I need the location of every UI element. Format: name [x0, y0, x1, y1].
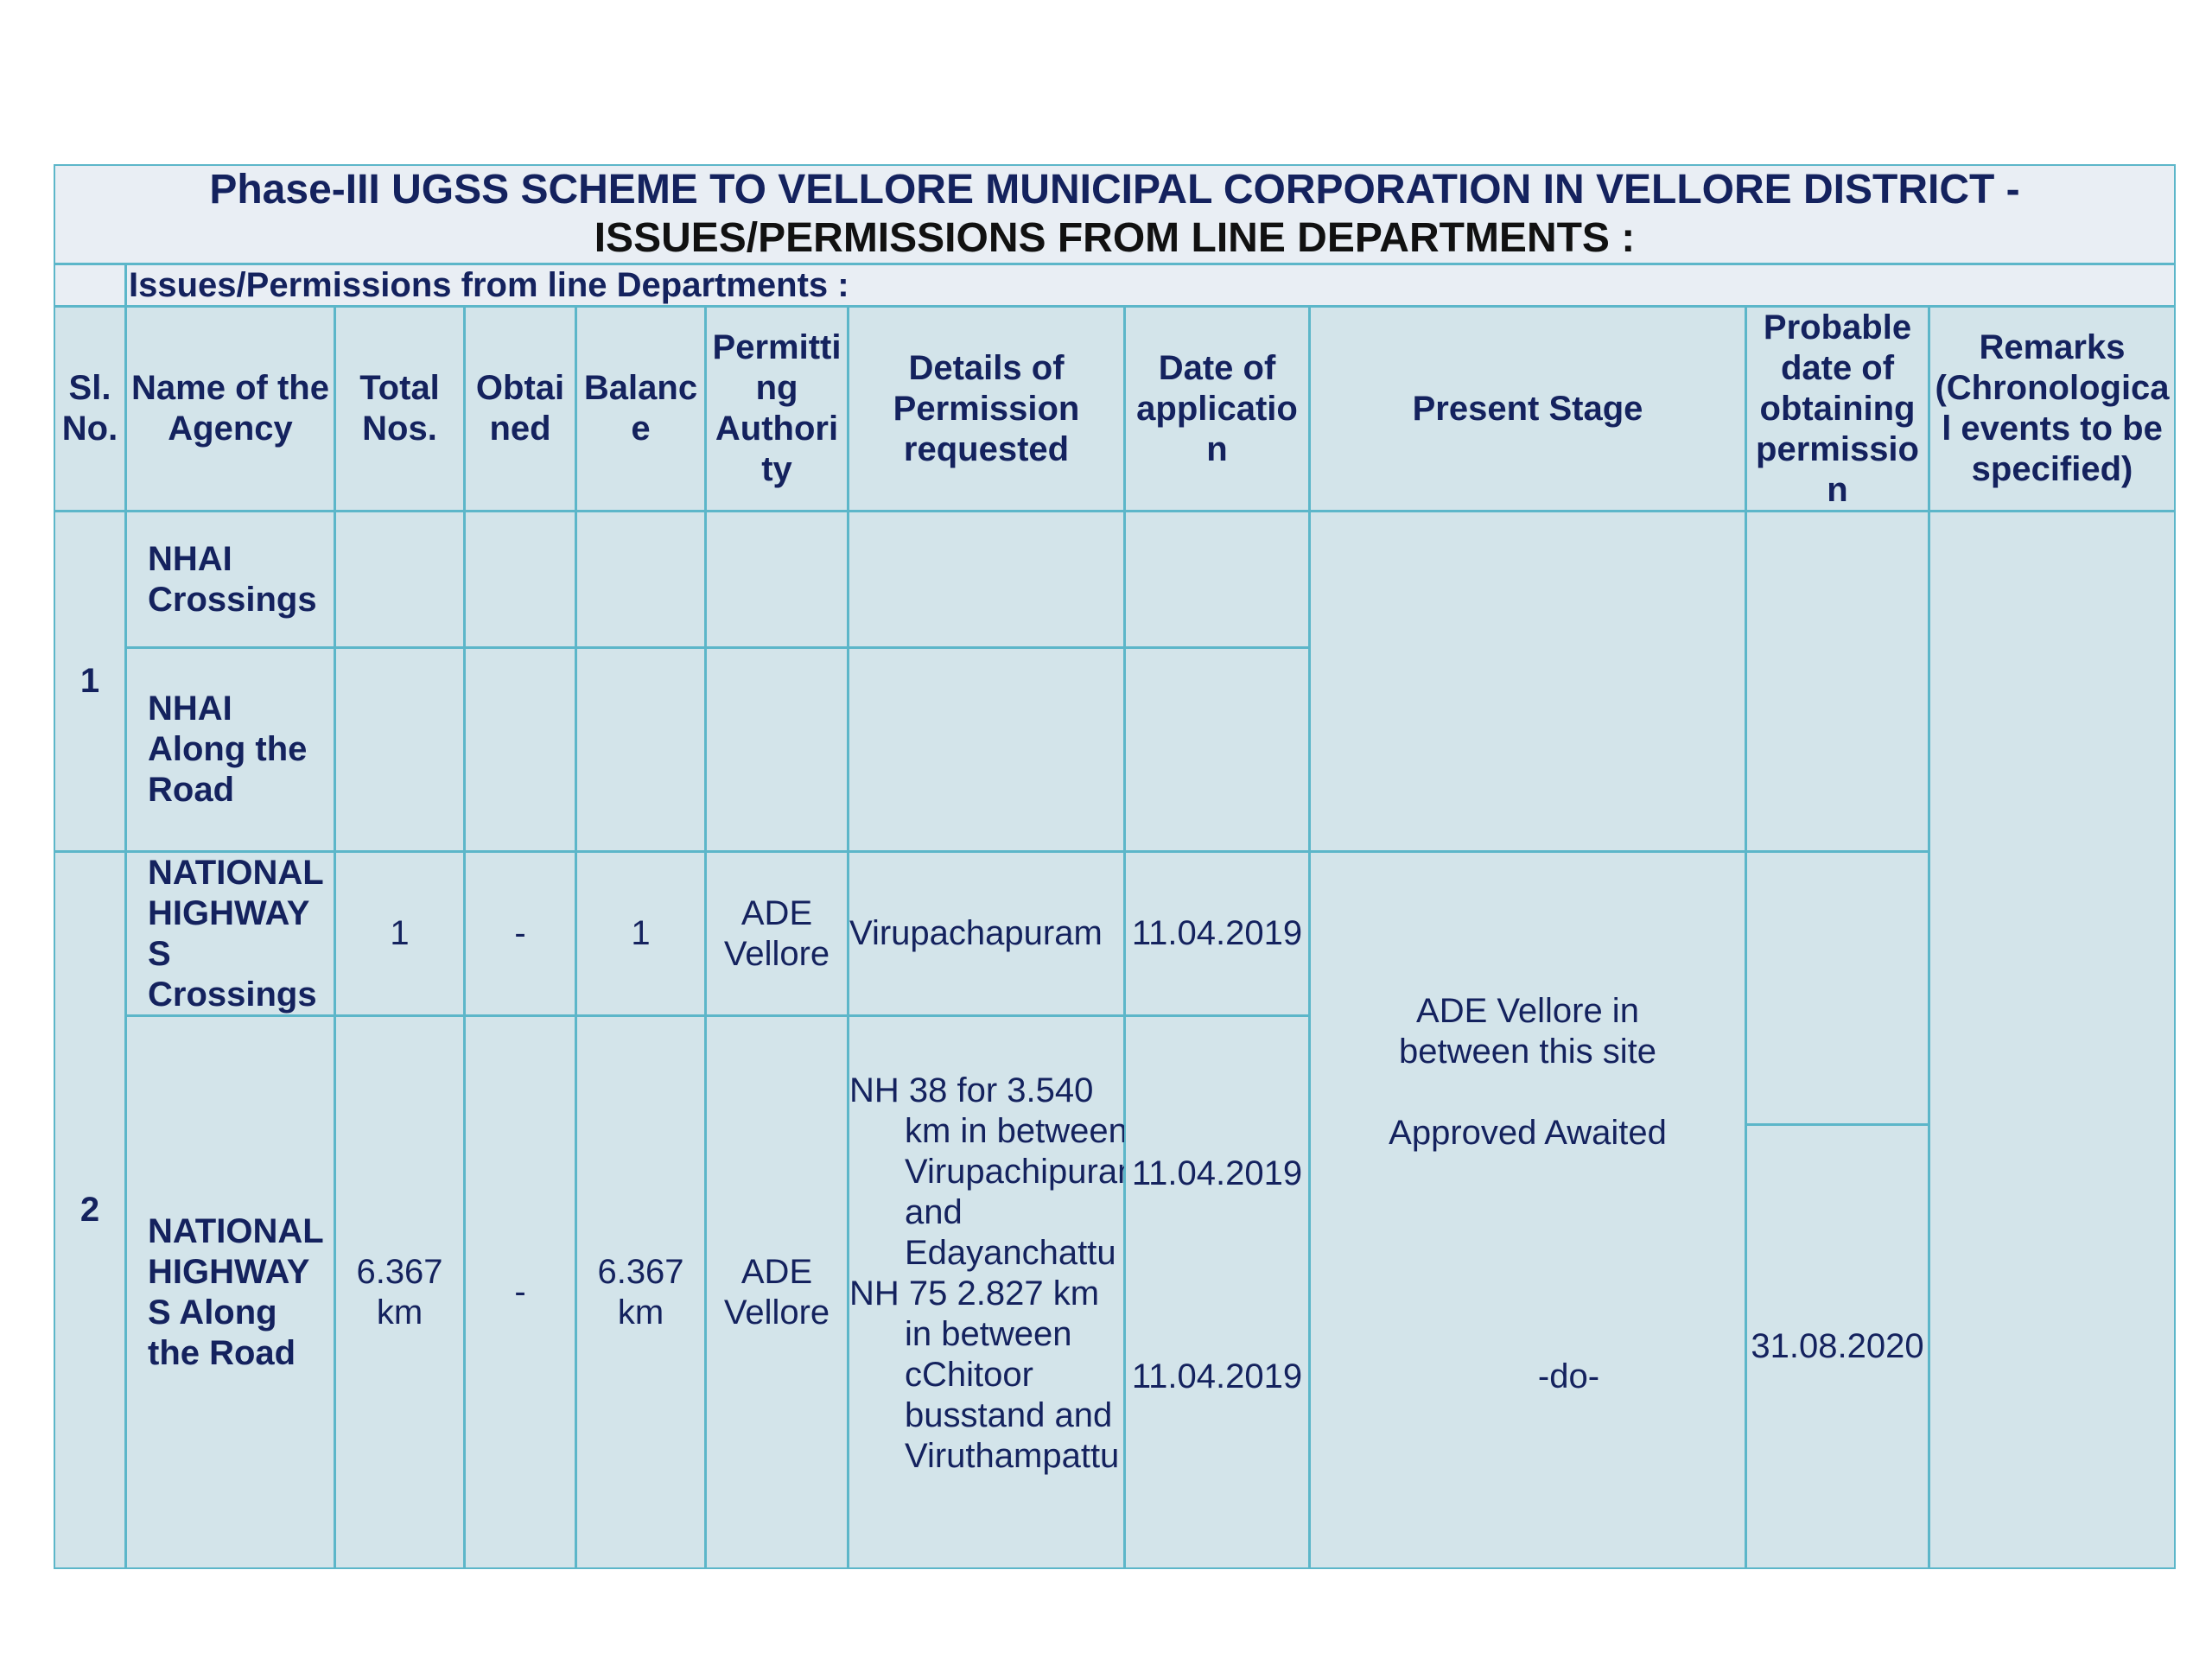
row2a-total: 1 — [334, 851, 465, 1016]
remarks-cell — [1929, 511, 2176, 1569]
stage-line-3: -do- — [1537, 1357, 1600, 1395]
row1-sl: 1 — [54, 511, 126, 852]
header-authority: Permitti ng Authori ty — [705, 306, 849, 512]
row2-present-stage: ADE Vellore in between this site Approve… — [1309, 851, 1746, 1569]
header-remarks: Remarks (Chronologica l events to be spe… — [1929, 306, 2176, 512]
row2a-obtained: - — [464, 851, 576, 1016]
subheading: Issues/Permissions from line Departments… — [125, 264, 2176, 307]
stage-line-2: Approved Awaited — [1389, 1114, 1667, 1152]
row1b-authority — [705, 647, 849, 852]
date-nh38: 11.04.2019 — [1131, 1154, 1303, 1192]
row1a-authority — [705, 511, 849, 648]
header-details: Details of Permission requested — [848, 306, 1125, 512]
row1b-agency: NHAI Along the Road — [125, 647, 335, 852]
row1a-date — [1124, 511, 1310, 648]
row2b-details: NH 38 for 3.540 km in between Virupachip… — [848, 1015, 1146, 1569]
title-line-1: Phase-III UGSS SCHEME TO VELLORE MUNICIP… — [209, 167, 2020, 213]
row1b-balance — [575, 647, 706, 852]
row1-probable-date — [1745, 511, 1929, 852]
row2b-dates: 11.04.2019 11.04.2019 — [1124, 1015, 1310, 1569]
row1b-details — [848, 647, 1125, 852]
row2a-probable-date — [1745, 851, 1929, 1125]
title-line-2: ISSUES/PERMISSIONS FROM LINE DEPARTMENTS… — [594, 215, 1636, 261]
row1-present-stage — [1309, 511, 1746, 852]
header-obtained: Obtai ned — [464, 306, 576, 512]
header-agency: Name of the Agency — [125, 306, 335, 512]
row1b-date — [1124, 647, 1310, 852]
row1a-total — [334, 511, 465, 648]
header-present-stage: Present Stage — [1309, 306, 1746, 512]
row2b-agency: NATIONAL HIGHWAY S Along the Road — [125, 1015, 335, 1569]
row2a-agency: NATIONAL HIGHWAY S Crossings — [125, 851, 335, 1016]
date-nh75: 11.04.2019 — [1131, 1357, 1303, 1395]
row2a-date: 11.04.2019 — [1124, 851, 1310, 1016]
row2b-obtained: - — [464, 1015, 576, 1569]
header-balance: Balanc e — [575, 306, 706, 512]
header-total: Total Nos. — [334, 306, 465, 512]
row1a-balance — [575, 511, 706, 648]
row2a-authority: ADE Vellore — [705, 851, 849, 1016]
row2b-probable-date: 31.08.2020 — [1745, 1124, 1929, 1569]
row2a-balance: 1 — [575, 851, 706, 1016]
row1b-obtained — [464, 647, 576, 852]
row2b-authority: ADE Vellore — [705, 1015, 849, 1569]
row2b-total: 6.367 km — [334, 1015, 465, 1569]
table-title: Phase-III UGSS SCHEME TO VELLORE MUNICIP… — [54, 164, 2176, 264]
header-probable-date: Probable date of obtaining permissio n — [1745, 306, 1929, 512]
header-sl-no: Sl. No. — [54, 306, 126, 512]
subheading-spacer — [54, 264, 126, 307]
row1a-obtained — [464, 511, 576, 648]
stage-line-1: ADE Vellore in between this site — [1399, 992, 1656, 1071]
row1a-details — [848, 511, 1125, 648]
details-nh38: NH 38 for 3.540 km in between Virupachip… — [849, 1071, 1147, 1272]
row2-sl: 2 — [54, 851, 126, 1569]
details-nh75: NH 75 2.827 km in between cChitoor busst… — [849, 1274, 1120, 1475]
row1a-agency: NHAI Crossings — [125, 511, 335, 648]
row1b-total — [334, 647, 465, 852]
row2b-balance: 6.367 km — [575, 1015, 706, 1569]
header-date-of-application: Date of applicatio n — [1124, 306, 1310, 512]
row2a-details: Virupachapuram — [848, 851, 1125, 1016]
